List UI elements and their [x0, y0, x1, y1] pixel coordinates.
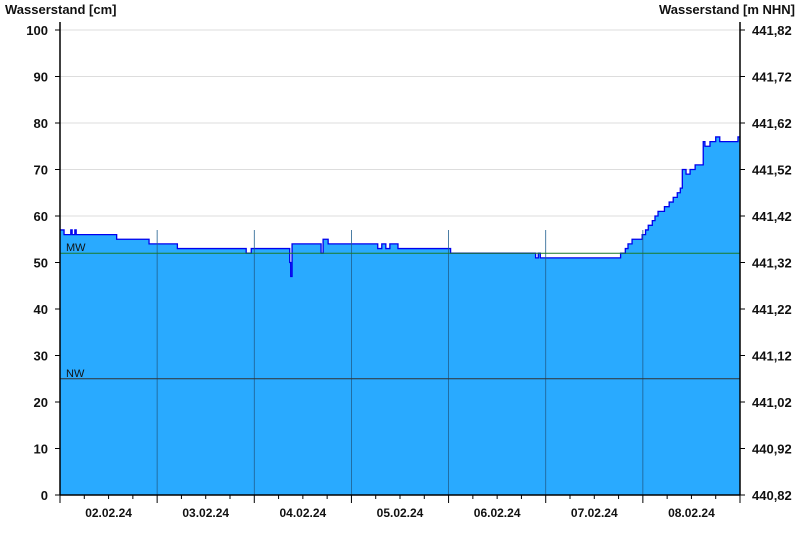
left-tick-label: 100 [26, 23, 48, 38]
right-tick-label: 441,12 [752, 349, 792, 364]
left-tick-label: 60 [34, 209, 48, 224]
left-tick-label: 30 [34, 349, 48, 364]
right-tick-label: 441,72 [752, 70, 792, 85]
right-tick-label: 441,42 [752, 209, 792, 224]
right-tick-label: 441,22 [752, 302, 792, 317]
left-tick-label: 50 [34, 256, 48, 271]
left-tick-label: 40 [34, 302, 48, 317]
x-tick-label: 02.02.24 [85, 506, 132, 520]
x-tick-label: 07.02.24 [571, 506, 618, 520]
left-tick-label: 90 [34, 70, 48, 85]
right-tick-label: 441,02 [752, 395, 792, 410]
reference-label-mw: MW [66, 242, 86, 254]
right-tick-label: 441,52 [752, 163, 792, 178]
right-tick-label: 441,82 [752, 23, 792, 38]
left-tick-label: 80 [34, 116, 48, 131]
right-axis-title: Wasserstand [m NHN] [659, 2, 795, 17]
x-tick-label: 04.02.24 [279, 506, 326, 520]
reference-label-nw: NW [66, 368, 85, 380]
x-tick-label: 06.02.24 [474, 506, 521, 520]
left-tick-label: 0 [41, 488, 48, 503]
right-tick-label: 440,82 [752, 488, 792, 503]
x-tick-label: 03.02.24 [182, 506, 229, 520]
left-tick-label: 10 [34, 442, 48, 457]
right-tick-label: 441,32 [752, 256, 792, 271]
x-tick-label: 05.02.24 [377, 506, 424, 520]
water-level-line [60, 136, 740, 278]
water-level-area [60, 136, 740, 495]
x-tick-label: 08.02.24 [668, 506, 715, 520]
left-tick-label: 20 [34, 395, 48, 410]
right-tick-label: 441,62 [752, 116, 792, 131]
left-axis-title: Wasserstand [cm] [5, 2, 117, 17]
right-tick-label: 440,92 [752, 442, 792, 457]
left-tick-label: 70 [34, 163, 48, 178]
